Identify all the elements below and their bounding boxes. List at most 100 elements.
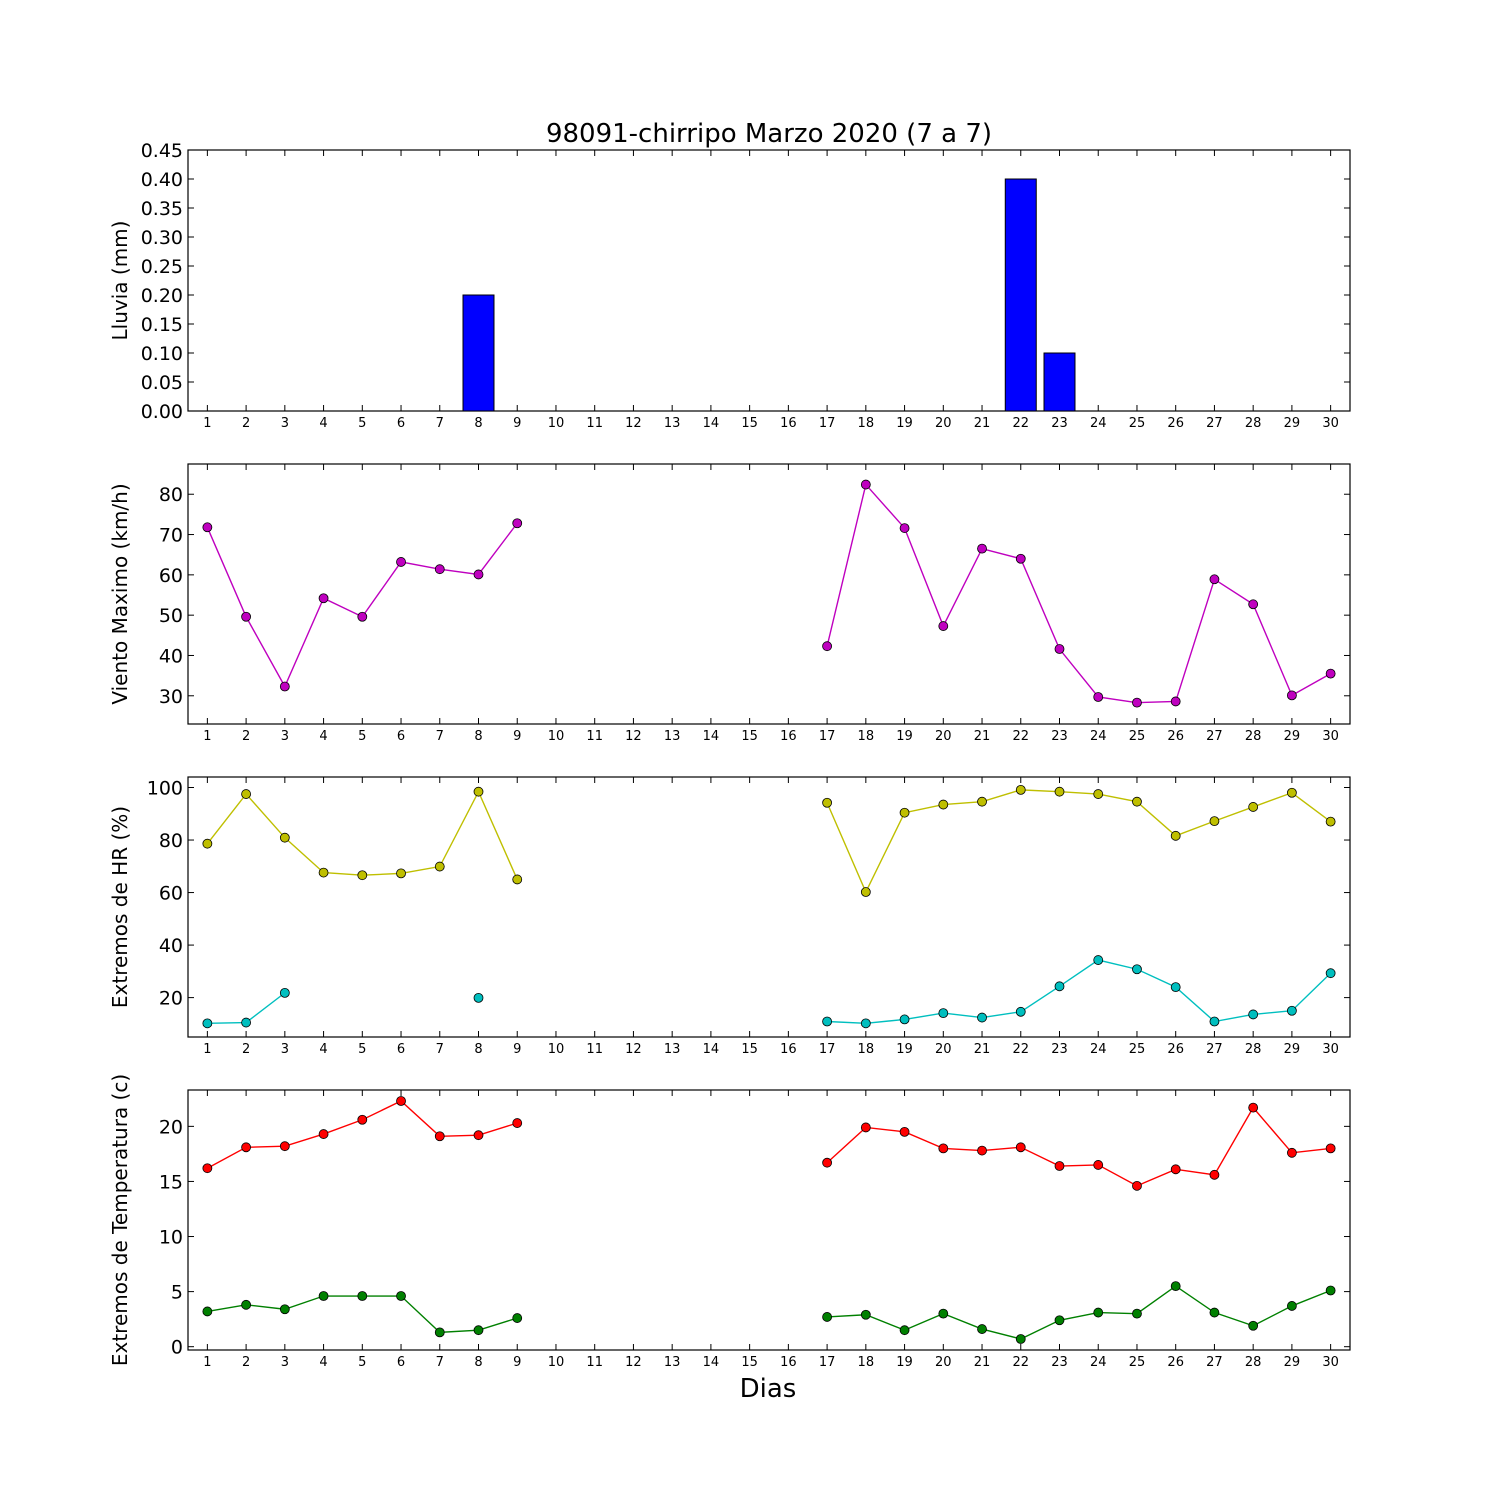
lluvia-xtick-label: 23 xyxy=(1051,416,1068,431)
lluvia-ytick-label: 0.10 xyxy=(141,343,183,365)
viento-ytick-label: 40 xyxy=(159,645,183,667)
hr-series-1-point-day-29 xyxy=(1287,787,1297,798)
hr-ytick-label: 80 xyxy=(159,830,183,852)
viento-xtick-label: 17 xyxy=(819,729,836,744)
lluvia-xtick-label: 28 xyxy=(1245,416,1262,431)
temp-series-2-point-day-19 xyxy=(899,1325,910,1336)
temp-xtick-label: 13 xyxy=(664,1355,681,1370)
lluvia-xtick-label: 2 xyxy=(242,416,250,431)
hr-ytick-label: 60 xyxy=(159,883,183,905)
hr-series-1-point-day-19 xyxy=(899,807,910,818)
temp-series-2-point-day-4 xyxy=(318,1291,329,1301)
lluvia-xtick-label: 26 xyxy=(1167,416,1184,431)
viento-plot-frame xyxy=(187,463,1351,725)
lluvia-xtick-label: 14 xyxy=(703,416,720,431)
temp-series-1-point-day-4 xyxy=(318,1129,329,1139)
hr-ytick-label: 20 xyxy=(159,988,183,1010)
temp-series-1-point-day-18 xyxy=(860,1122,871,1133)
temp-xtick-label: 8 xyxy=(474,1355,482,1370)
temp-series-1-point-day-28 xyxy=(1248,1102,1259,1113)
viento-xtick-label: 11 xyxy=(586,729,603,744)
hr-series-1-point-day-1 xyxy=(202,838,213,849)
temp-series-2-point-day-7 xyxy=(434,1327,445,1338)
hr-series-1-point-day-23 xyxy=(1054,786,1065,797)
figure-title: 98091-chirripo Marzo 2020 (7 a 7) xyxy=(546,119,992,149)
viento-xtick-label: 29 xyxy=(1284,729,1301,744)
temp-xtick-label: 9 xyxy=(513,1355,521,1370)
viento-xtick-label: 6 xyxy=(397,729,405,744)
hr-series-1-point-day-20 xyxy=(938,799,949,810)
temp-ytick-label: 15 xyxy=(159,1171,183,1193)
temp-xtick-label: 6 xyxy=(397,1355,405,1370)
lluvia-xtick-label: 7 xyxy=(436,416,444,431)
hr-xtick-label: 3 xyxy=(281,1042,289,1057)
hr-series-1-point-day-27 xyxy=(1209,816,1220,827)
hr-series-1-point-day-25 xyxy=(1132,796,1142,807)
hr-series-1-point-day-17 xyxy=(822,797,832,808)
viento-ytick-label: 30 xyxy=(159,686,183,708)
viento-series-1-point-day-3 xyxy=(279,681,290,692)
hr-series-1-point-day-21 xyxy=(977,796,987,807)
viento-xtick-label: 2 xyxy=(242,729,250,744)
lluvia-xtick-label: 5 xyxy=(358,416,366,431)
temp-series-2-point-day-21 xyxy=(977,1324,987,1334)
hr-xtick-label: 12 xyxy=(625,1042,642,1057)
hr-series-1-point-day-5 xyxy=(357,870,368,881)
temp-series-2-point-day-5 xyxy=(357,1291,368,1301)
lluvia-xtick-label: 6 xyxy=(397,416,405,431)
temp-series-1-point-day-7 xyxy=(434,1131,445,1142)
lluvia-xtick-label: 29 xyxy=(1284,416,1301,431)
lluvia-xtick-label: 11 xyxy=(586,416,603,431)
temp-xtick-label: 28 xyxy=(1245,1355,1262,1370)
hr-series-2-point-day-25 xyxy=(1132,964,1142,975)
viento-series-1-point-day-2 xyxy=(241,611,252,622)
hr-xtick-label: 27 xyxy=(1206,1042,1223,1057)
hr-y-axis-label: Extremos de HR (%) xyxy=(108,806,132,1008)
viento-series-1-point-day-28 xyxy=(1248,599,1259,610)
hr-xtick-label: 11 xyxy=(586,1042,603,1057)
viento-xtick-label: 12 xyxy=(625,729,642,744)
hr-xtick-label: 19 xyxy=(896,1042,913,1057)
viento-xtick-label: 20 xyxy=(935,729,952,744)
temp-series-2-point-day-23 xyxy=(1054,1315,1065,1326)
viento-xtick-label: 15 xyxy=(741,729,758,744)
lluvia-xtick-label: 15 xyxy=(741,416,758,431)
hr-series-1-point-day-26 xyxy=(1170,830,1181,841)
lluvia-xtick-label: 22 xyxy=(1012,416,1029,431)
viento-xtick-label: 5 xyxy=(358,729,366,744)
viento-xtick-label: 7 xyxy=(436,729,444,744)
temp-xtick-label: 17 xyxy=(819,1355,836,1370)
hr-xtick-label: 13 xyxy=(664,1042,681,1057)
hr-series-2-point-day-30 xyxy=(1325,968,1336,979)
lluvia-xtick-label: 27 xyxy=(1206,416,1223,431)
hr-series-2-point-day-22 xyxy=(1015,1006,1026,1017)
temp-series-2-point-day-28 xyxy=(1248,1320,1259,1331)
hr-series-2-point-day-28 xyxy=(1248,1009,1259,1020)
hr-series-1-point-day-8 xyxy=(473,786,484,797)
hr-plot-frame xyxy=(187,776,1351,1038)
viento-xtick-label: 10 xyxy=(548,729,565,744)
temp-xtick-label: 4 xyxy=(319,1355,327,1370)
hr-xtick-label: 14 xyxy=(703,1042,720,1057)
viento-series-1-point-day-25 xyxy=(1132,697,1142,708)
temp-xtick-label: 26 xyxy=(1167,1355,1184,1370)
temp-series-1-point-day-21 xyxy=(977,1145,987,1156)
x-axis-label: Dias xyxy=(740,1374,797,1404)
lluvia-xtick-label: 30 xyxy=(1322,416,1339,431)
viento-series-1-point-day-29 xyxy=(1287,690,1297,701)
hr-xtick-label: 26 xyxy=(1167,1042,1184,1057)
lluvia-xtick-label: 9 xyxy=(513,416,521,431)
temp-series-2-point-day-6 xyxy=(396,1291,406,1301)
viento-series-1-point-day-5 xyxy=(357,611,368,622)
viento-xtick-label: 28 xyxy=(1245,729,1262,744)
temp-series-2-point-day-27 xyxy=(1209,1307,1220,1318)
hr-series-1-point-day-22 xyxy=(1015,784,1026,795)
temp-xtick-label: 15 xyxy=(741,1355,758,1370)
temp-series-1-point-day-3 xyxy=(279,1141,290,1152)
hr-xtick-label: 10 xyxy=(548,1042,565,1057)
viento-series-1-point-day-7 xyxy=(434,564,445,575)
temp-series-1-point-day-5 xyxy=(357,1114,368,1125)
temp-series-1-point-day-8 xyxy=(473,1130,484,1141)
